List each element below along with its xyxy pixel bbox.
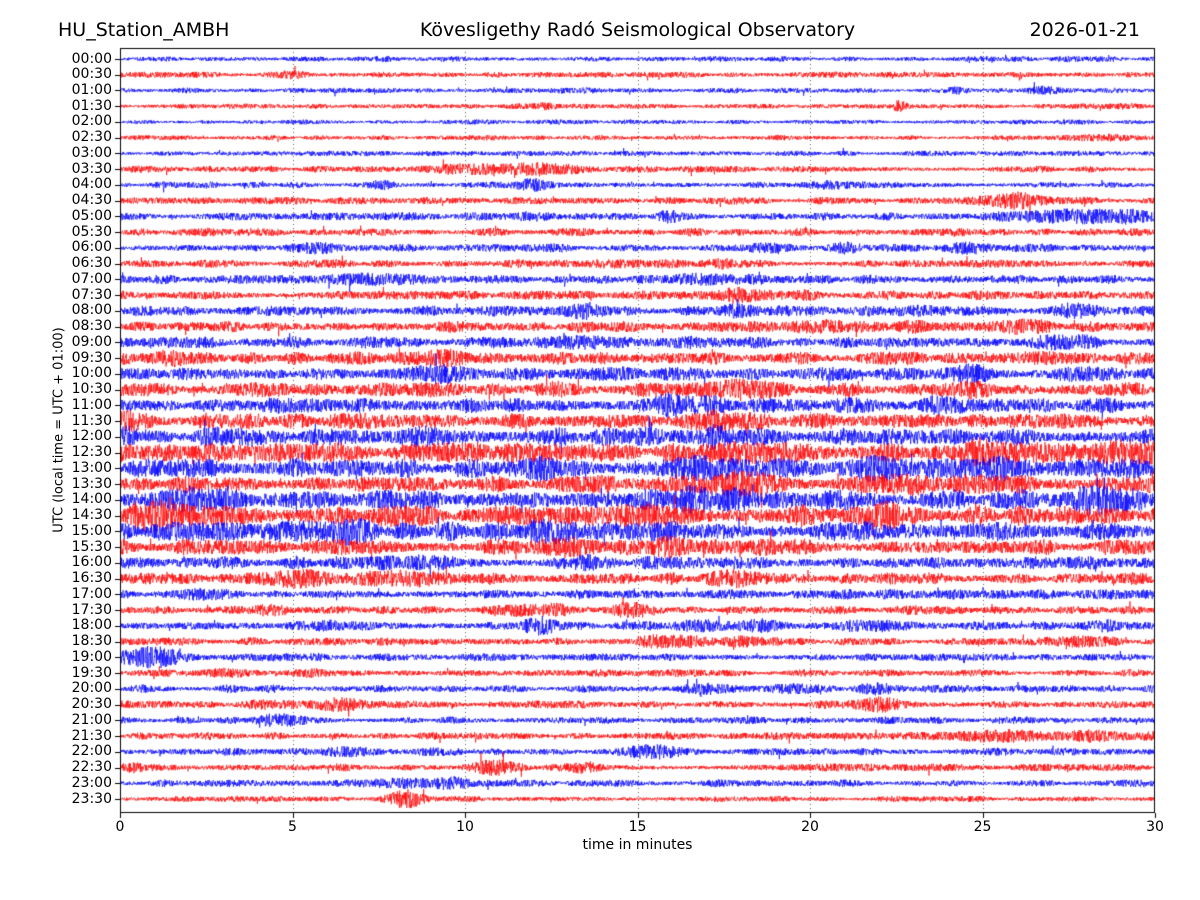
station-title: HU_Station_AMBH <box>58 19 230 41</box>
y-tick-label: 15:00 <box>71 522 112 539</box>
y-tick-label: 10:00 <box>71 365 112 382</box>
y-tick-label: 03:00 <box>71 144 112 161</box>
y-tick-label: 11:30 <box>71 412 112 429</box>
y-tick-label: 18:00 <box>71 617 112 634</box>
y-tick-label: 19:30 <box>71 664 112 681</box>
x-tick-label: 10 <box>456 819 474 835</box>
y-tick-label: 19:00 <box>71 648 112 665</box>
date-title: 2026-01-21 <box>1029 19 1140 41</box>
y-tick-label: 23:30 <box>71 790 112 807</box>
y-tick-label: 21:00 <box>71 711 112 728</box>
y-tick-label: 02:00 <box>71 113 112 130</box>
y-tick-label: 20:30 <box>71 696 112 713</box>
y-tick-label: 23:00 <box>71 774 112 791</box>
y-tick-label: 01:30 <box>71 97 112 114</box>
y-tick-label: 09:00 <box>71 333 112 350</box>
y-tick-label: 00:30 <box>71 66 112 83</box>
y-tick-label: 04:00 <box>71 176 112 193</box>
y-tick-label: 17:30 <box>71 601 112 618</box>
y-axis-label: UTC (local time = UTC + 01:00) <box>51 327 67 533</box>
y-tick-label: 08:00 <box>71 302 112 319</box>
x-tick-label: 30 <box>1146 819 1164 835</box>
y-tick-label: 16:00 <box>71 554 112 571</box>
y-tick-label: 07:30 <box>71 286 112 303</box>
y-tick-label: 21:30 <box>71 727 112 744</box>
y-tick-label: 12:00 <box>71 428 112 445</box>
y-tick-label: 15:30 <box>71 538 112 555</box>
x-tick-label: 5 <box>288 819 297 835</box>
y-tick-label: 20:00 <box>71 680 112 697</box>
y-tick-label: 12:30 <box>71 444 112 461</box>
y-tick-label: 05:30 <box>71 223 112 240</box>
y-tick-label: 04:30 <box>71 192 112 209</box>
y-tick-label: 14:00 <box>71 491 112 508</box>
y-tick-label: 06:00 <box>71 239 112 256</box>
x-axis-label: time in minutes <box>582 837 693 853</box>
x-tick-label: 25 <box>973 819 992 835</box>
y-tick-label: 07:00 <box>71 270 112 287</box>
y-tick-label: 03:30 <box>71 160 112 177</box>
y-tick-label: 02:30 <box>71 129 112 146</box>
observatory-title: Kövesligethy Radó Seismological Observat… <box>419 19 856 41</box>
y-tick-label: 01:00 <box>71 81 112 98</box>
y-tick-label: 06:30 <box>71 255 112 272</box>
y-tick-label: 22:30 <box>71 759 112 775</box>
y-tick-label: 11:00 <box>71 396 112 413</box>
y-tick-label: 08:30 <box>71 318 112 335</box>
y-tick-label: 00:00 <box>71 50 112 67</box>
x-tick-label: 15 <box>628 819 647 835</box>
y-tick-label: 16:30 <box>71 570 112 587</box>
x-tick-label: 0 <box>115 819 125 835</box>
y-tick-label: 09:30 <box>71 349 112 366</box>
y-tick-label: 18:30 <box>71 633 112 650</box>
y-tick-label: 22:00 <box>71 743 112 760</box>
y-tick-label: 13:30 <box>71 475 112 492</box>
y-tick-label: 17:00 <box>71 585 112 602</box>
y-tick-label: 14:30 <box>71 507 112 524</box>
y-tick-label: 05:00 <box>71 207 112 224</box>
y-tick-label: 13:00 <box>71 459 112 476</box>
x-tick-label: 20 <box>801 819 819 835</box>
y-tick-label: 10:30 <box>71 381 112 398</box>
